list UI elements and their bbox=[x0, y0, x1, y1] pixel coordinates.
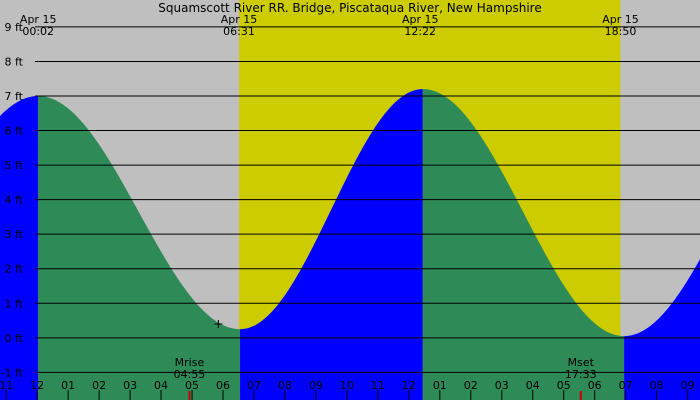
x-tick-label-1: 12 bbox=[30, 379, 44, 392]
top-date-2: Apr 15 bbox=[402, 13, 439, 26]
moon-time-1: 17:33 bbox=[565, 368, 597, 381]
moon-label-0: Mrise bbox=[175, 356, 205, 369]
y-tick-label-8: 1 ft bbox=[5, 297, 24, 310]
x-axis: 11 12 01 02 03 04 05 06 07 08 09 10 11 12 01 02 03 04 05 06… bbox=[0, 379, 695, 400]
x-tick-label-10: 09 bbox=[309, 379, 323, 392]
x-tick-label-19: 06 bbox=[588, 379, 602, 392]
x-tick-label-6: 05 bbox=[185, 379, 199, 392]
marker-layer bbox=[214, 320, 223, 328]
y-axis: 9 ft 8 ft 7 ft 6 ft 5 ft 4 ft 3 ft 2 ft 1 ft 0 ft… bbox=[1, 21, 24, 379]
x-tick-label-13: 12 bbox=[402, 379, 416, 392]
moon-time-0: 04:55 bbox=[174, 368, 206, 381]
moon-label-1: Mset bbox=[568, 356, 595, 369]
top-time-2: 12:22 bbox=[404, 25, 436, 38]
tide-area-layer bbox=[0, 89, 700, 400]
x-tick-label-12: 11 bbox=[371, 379, 385, 392]
y-tick-label-3: 6 ft bbox=[5, 125, 24, 138]
x-tick-label-8: 07 bbox=[247, 379, 261, 392]
x-tick-label-7: 06 bbox=[216, 379, 230, 392]
x-tick-label-14: 01 bbox=[433, 379, 447, 392]
top-date-0: Apr 15 bbox=[20, 13, 57, 26]
y-tick-label-9: 0 ft bbox=[5, 332, 24, 345]
tide-segment-lead bbox=[0, 96, 39, 400]
x-tick-label-21: 08 bbox=[650, 379, 664, 392]
x-tick-label-3: 02 bbox=[92, 379, 106, 392]
y-tick-label-2: 7 ft bbox=[5, 90, 24, 103]
x-tick-label-15: 02 bbox=[464, 379, 478, 392]
x-tick-label-17: 04 bbox=[526, 379, 540, 392]
tide-segment-1 bbox=[240, 89, 423, 400]
top-time-1: 06:31 bbox=[223, 25, 255, 38]
y-tick-label-0: 9 ft bbox=[5, 21, 24, 34]
x-tick-label-2: 01 bbox=[61, 379, 75, 392]
x-tick-label-9: 08 bbox=[278, 379, 292, 392]
y-tick-label-7: 2 ft bbox=[5, 263, 24, 276]
x-tick-label-20: 07 bbox=[619, 379, 633, 392]
y-tick-label-10: -1 ft bbox=[1, 366, 24, 379]
gridlines-layer bbox=[35, 26, 700, 373]
y-tick-label-5: 4 ft bbox=[5, 194, 24, 207]
tide-segment-3 bbox=[624, 259, 700, 400]
x-tick-label-18: 05 bbox=[557, 379, 571, 392]
y-tick-label-6: 3 ft bbox=[5, 228, 24, 241]
x-tick-label-16: 03 bbox=[495, 379, 509, 392]
top-time-3: 18:50 bbox=[605, 25, 637, 38]
tide-segment-2 bbox=[422, 89, 625, 400]
x-tick-label-11: 10 bbox=[340, 379, 354, 392]
top-time-0: 00:02 bbox=[22, 25, 54, 38]
chart-title: Squamscott River RR. Bridge, Piscataqua … bbox=[158, 1, 541, 15]
y-tick-label-4: 5 ft bbox=[5, 159, 24, 172]
x-tick-label-4: 03 bbox=[123, 379, 137, 392]
tide-segment-0 bbox=[38, 96, 241, 400]
top-date-3: Apr 15 bbox=[602, 13, 639, 26]
x-tick-label-0: 11 bbox=[0, 379, 13, 392]
x-tick-label-5: 04 bbox=[154, 379, 168, 392]
x-tick-label-22: 09 bbox=[681, 379, 695, 392]
y-tick-label-1: 8 ft bbox=[5, 55, 24, 68]
top-date-1: Apr 15 bbox=[221, 13, 258, 26]
